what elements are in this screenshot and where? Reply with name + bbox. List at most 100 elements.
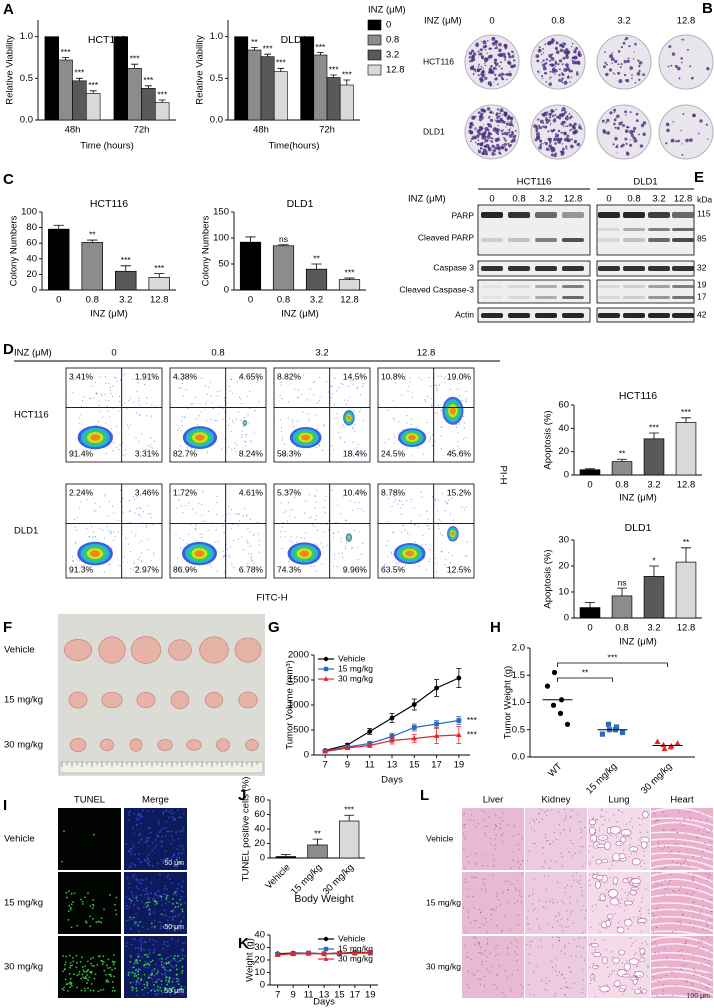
event: [450, 453, 452, 455]
nucleus: [125, 945, 128, 948]
tunel-signal: [67, 989, 69, 992]
colony: [575, 58, 577, 60]
colony: [562, 120, 566, 124]
cell: [705, 873, 707, 875]
event: [140, 508, 142, 510]
nucleus: [139, 813, 142, 816]
cell: [594, 939, 596, 941]
significance: ***: [130, 53, 141, 63]
event: [147, 445, 149, 447]
event: [308, 494, 311, 496]
tunel-signal: [70, 892, 73, 895]
cell: [547, 923, 549, 925]
cell: [711, 973, 713, 975]
tunel-signal: [111, 968, 113, 971]
nucleus: [158, 921, 161, 923]
cell: [484, 885, 486, 887]
colony: [616, 114, 620, 119]
colony: [539, 139, 543, 143]
event: [296, 536, 298, 538]
quadrant-percent: 8.24%: [239, 448, 264, 458]
event: [257, 379, 259, 381]
tunel-signal: [115, 913, 118, 916]
marker: [434, 685, 439, 691]
event: [345, 571, 347, 573]
cell: [598, 898, 600, 901]
tunel-signal: [155, 981, 158, 984]
cell: [487, 942, 489, 944]
cell: [545, 888, 548, 891]
cell: [499, 827, 502, 829]
nucleus: [180, 990, 183, 993]
cell: [596, 965, 599, 967]
cell: [707, 877, 709, 879]
cell: [674, 829, 676, 831]
y-tick-label: 0.0: [210, 115, 223, 126]
cell: [512, 851, 514, 853]
tumor: [130, 636, 162, 664]
significance: ***: [344, 804, 355, 814]
density: [299, 550, 310, 557]
event: [400, 500, 402, 502]
event: [245, 445, 247, 447]
tunel-signal: [135, 974, 138, 977]
event: [356, 447, 358, 449]
colony: [510, 65, 514, 69]
colony: [472, 135, 477, 140]
event: [400, 513, 402, 515]
event: [205, 400, 207, 403]
tunel-signal: [70, 903, 73, 906]
alveolus: [596, 874, 604, 881]
cell: [655, 908, 657, 910]
nucleus: [148, 914, 151, 917]
tunel-signal: [111, 980, 114, 983]
event: [218, 405, 220, 407]
cell: [706, 936, 708, 938]
nucleus: [183, 986, 186, 989]
colony: [554, 62, 558, 65]
event: [440, 426, 442, 428]
cell: [572, 922, 574, 924]
blot-band: [623, 238, 645, 242]
event: [106, 526, 108, 528]
colony: [499, 72, 501, 74]
nucleus: [162, 860, 165, 862]
nucleus: [171, 957, 174, 959]
cell: [594, 949, 596, 951]
tumor: [186, 739, 202, 751]
nucleus: [164, 974, 167, 976]
cell: [665, 974, 667, 976]
event: [115, 446, 118, 449]
cell: [463, 833, 465, 835]
colony: [539, 119, 544, 124]
event: [126, 424, 129, 426]
cell: [588, 863, 590, 865]
cell: [706, 848, 708, 850]
colony: [614, 126, 617, 129]
cell: [701, 937, 703, 940]
blot-band: [598, 228, 620, 231]
colony: [556, 41, 558, 43]
nucleus: [177, 837, 180, 840]
kda-label: 115: [697, 208, 711, 218]
tumor: [101, 691, 123, 709]
event: [129, 424, 131, 426]
nucleus: [166, 888, 169, 891]
error-bar: [312, 838, 323, 845]
event: [186, 455, 188, 457]
event: [421, 496, 423, 498]
cell: [576, 945, 578, 948]
event: [102, 529, 104, 531]
cell: [495, 906, 497, 908]
event: [140, 552, 142, 554]
colony: [682, 38, 685, 41]
cell: [486, 921, 488, 923]
cell: [544, 861, 546, 863]
event: [195, 512, 197, 514]
nucleus: [157, 820, 160, 823]
event: [128, 427, 130, 429]
colony: [542, 52, 545, 54]
colony: [469, 126, 472, 129]
nucleus: [168, 816, 170, 819]
colony: [571, 70, 573, 73]
